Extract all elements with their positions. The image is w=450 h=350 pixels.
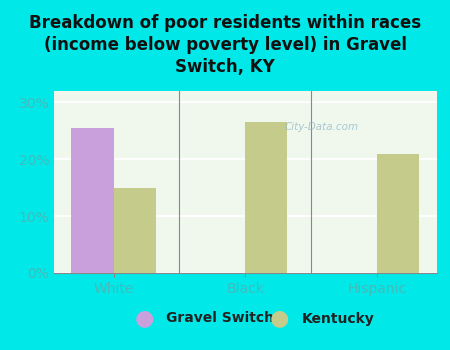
- Text: Breakdown of poor residents within races
(income below poverty level) in Gravel
: Breakdown of poor residents within races…: [29, 14, 421, 76]
- Bar: [377, 154, 419, 273]
- Text: City-Data.com: City-Data.com: [285, 122, 359, 132]
- Bar: [113, 188, 156, 273]
- Bar: [245, 122, 288, 273]
- Text: ●: ●: [134, 308, 154, 329]
- Text: ●: ●: [269, 308, 289, 329]
- Text: Kentucky: Kentucky: [302, 312, 374, 326]
- Bar: [72, 128, 113, 273]
- Text: Gravel Switch: Gravel Switch: [166, 312, 274, 326]
